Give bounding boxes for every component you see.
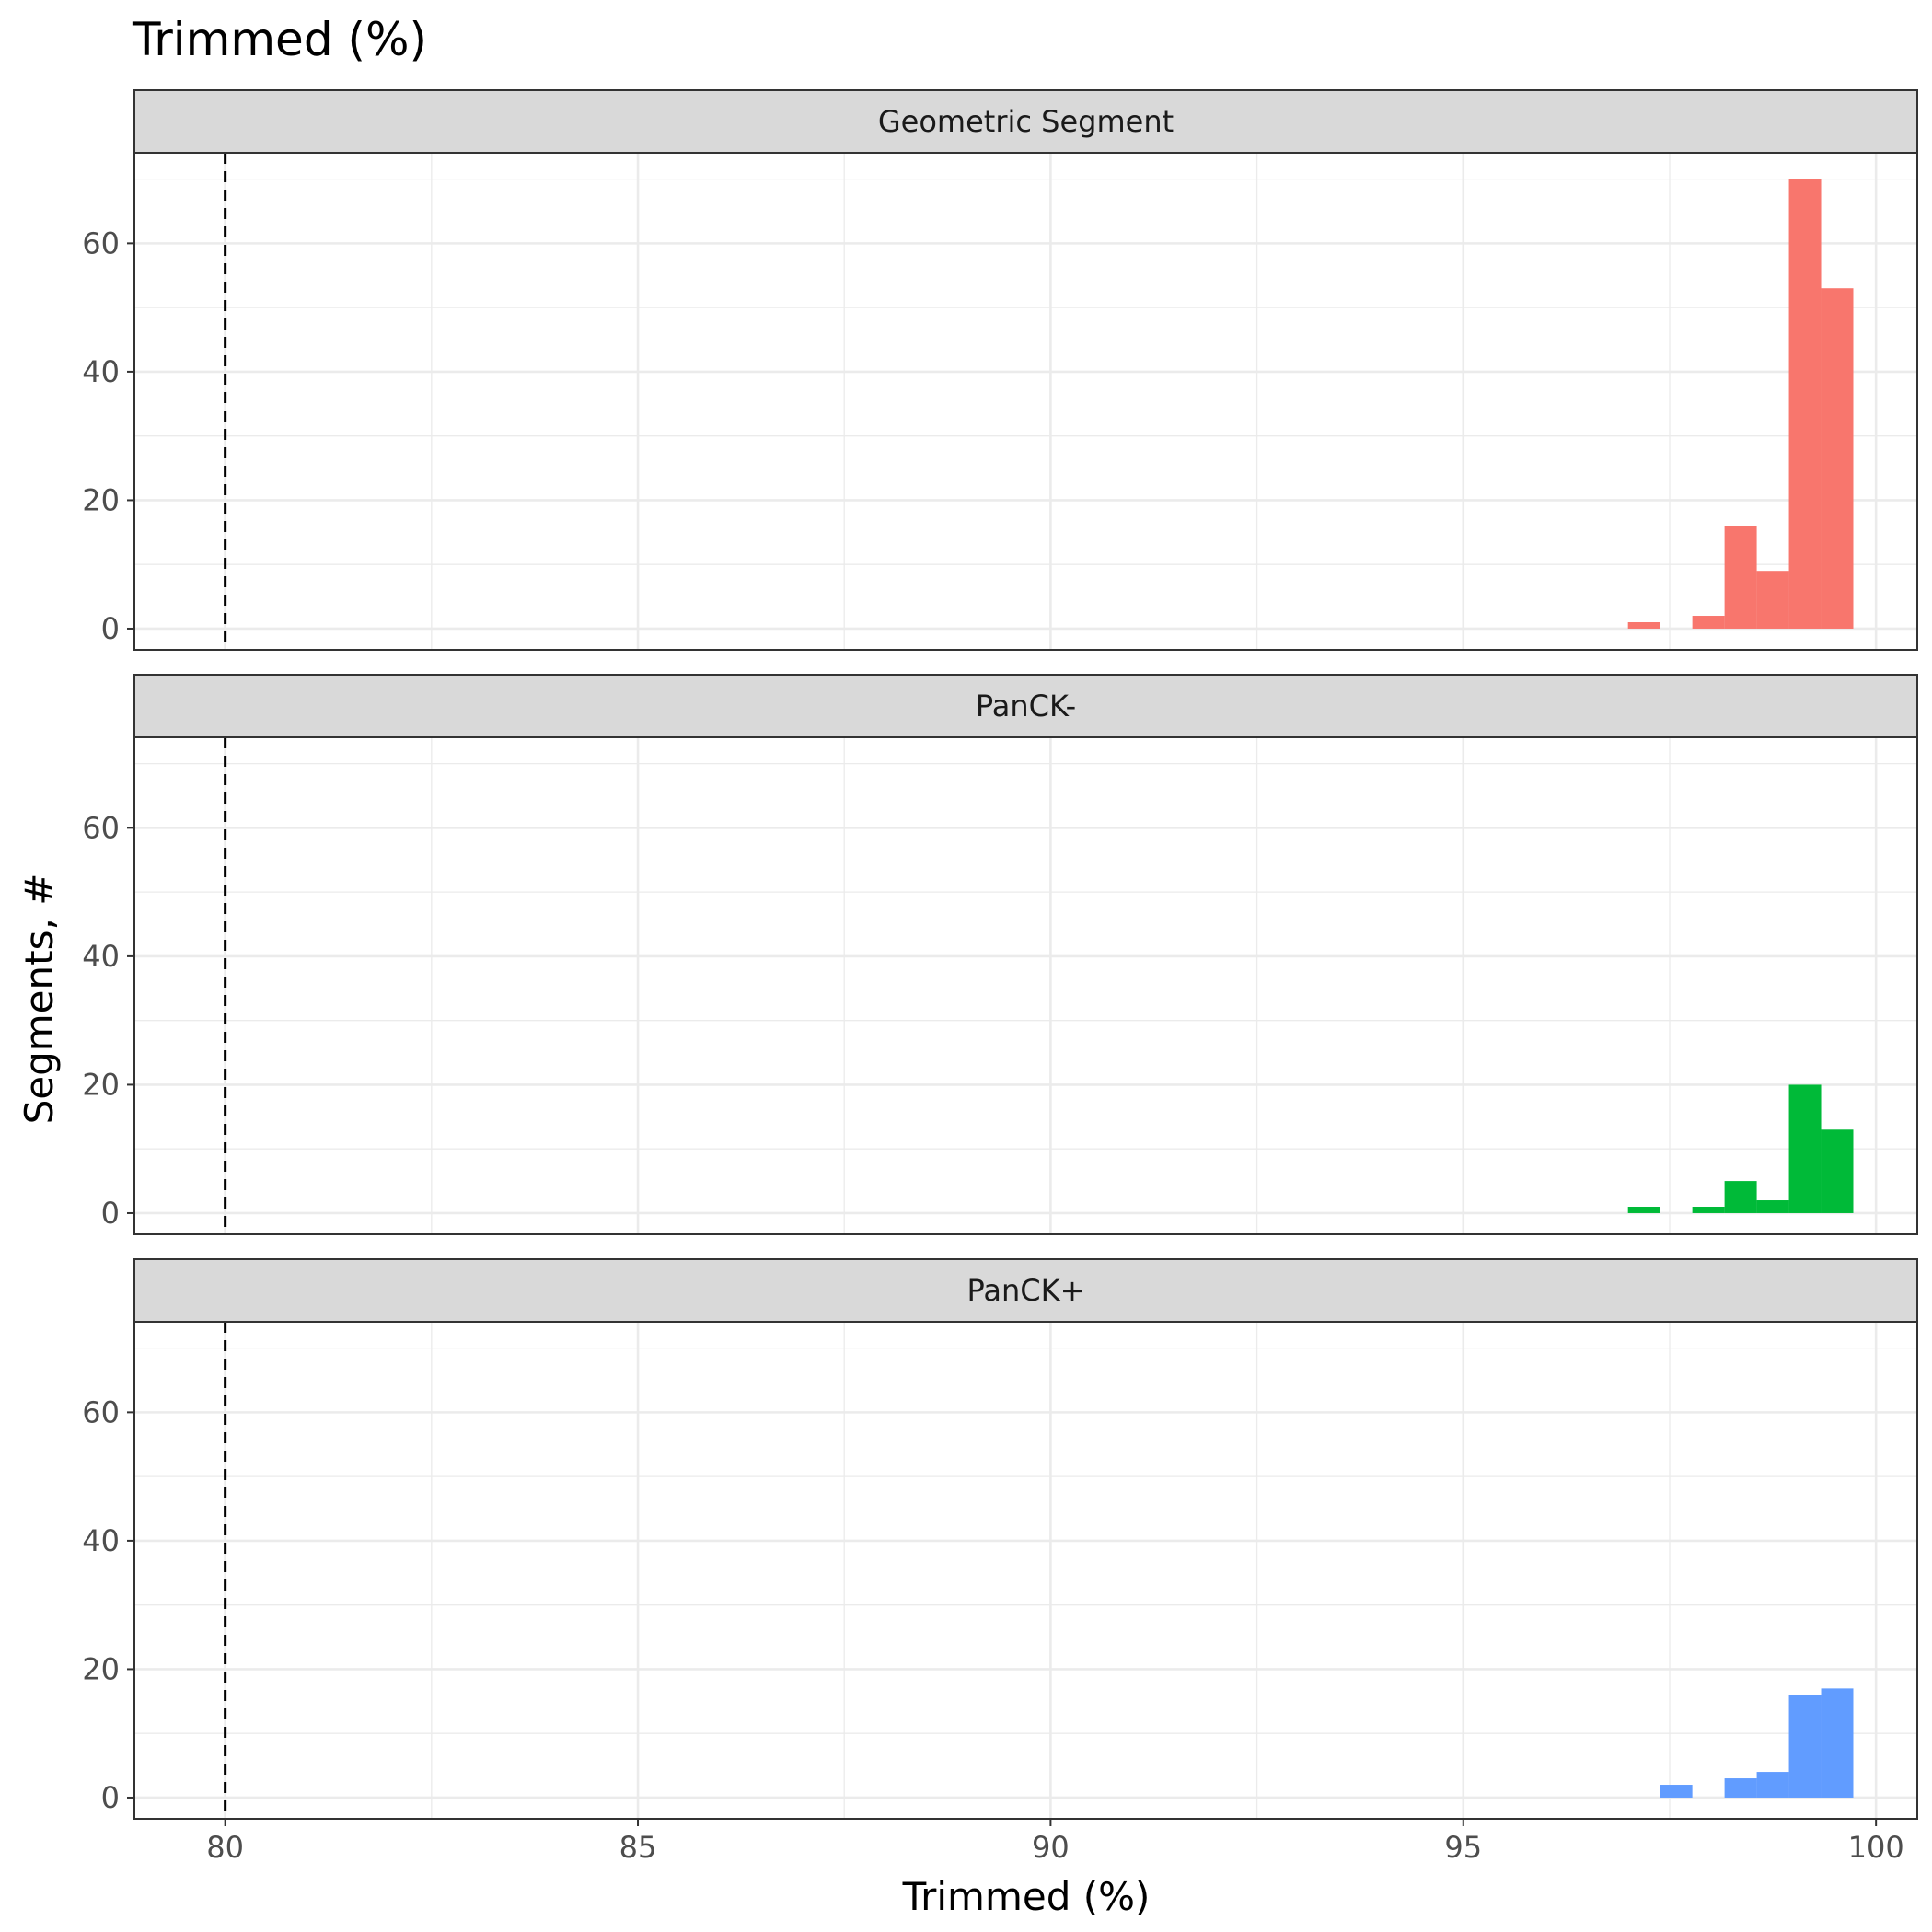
chart-title: Trimmed (%) bbox=[132, 13, 427, 66]
facet-panel: PanCK- 0 20 40 60 bbox=[82, 674, 1918, 1235]
facet-strip bbox=[133, 1258, 1918, 1323]
panel-background bbox=[134, 1322, 1917, 1819]
panel-border bbox=[133, 152, 1918, 651]
histogram-bar bbox=[1724, 1778, 1757, 1798]
facet-strip-label: PanCK- bbox=[976, 688, 1076, 723]
y-tick-label: 60 bbox=[82, 226, 120, 260]
x-axis-label: Trimmed (%) bbox=[902, 1874, 1151, 1919]
histogram-bar bbox=[1692, 616, 1725, 629]
facet-strip-label: Geometric Segment bbox=[878, 104, 1174, 139]
facet-panel: Geometric Segment 0 20 40 60 bbox=[82, 89, 1918, 651]
facet-strip bbox=[133, 89, 1918, 154]
y-tick-label: 60 bbox=[82, 1394, 120, 1429]
y-axis-label: Segments, # bbox=[17, 873, 62, 1125]
histogram-bar bbox=[1756, 1772, 1789, 1798]
y-tick-label: 0 bbox=[101, 1780, 120, 1815]
histogram-bar bbox=[1756, 571, 1789, 629]
y-tick-label: 0 bbox=[101, 611, 120, 646]
histogram-bar bbox=[1788, 1695, 1822, 1798]
y-tick-label: 20 bbox=[82, 1067, 120, 1102]
y-tick-label: 20 bbox=[82, 1651, 120, 1686]
facet-strip-label: PanCK+ bbox=[967, 1273, 1085, 1308]
histogram-bar bbox=[1627, 1207, 1660, 1213]
y-tick-label: 40 bbox=[82, 1523, 120, 1558]
y-tick-label: 20 bbox=[82, 482, 120, 517]
facet-strip bbox=[133, 674, 1918, 738]
y-tick-label: 60 bbox=[82, 810, 120, 845]
histogram-bar bbox=[1821, 1129, 1854, 1213]
histogram-bar bbox=[1692, 1207, 1725, 1213]
histogram-bar bbox=[1627, 622, 1660, 629]
panel-background bbox=[134, 737, 1917, 1234]
panel-border bbox=[133, 736, 1918, 1235]
histogram-bar bbox=[1821, 288, 1854, 629]
histogram-bar bbox=[1660, 1785, 1693, 1798]
histogram-bar bbox=[1788, 1084, 1822, 1213]
x-tick-label: 80 bbox=[206, 1830, 244, 1865]
x-tick-label: 85 bbox=[619, 1830, 657, 1865]
histogram-bar bbox=[1788, 179, 1822, 629]
facet-panel: PanCK+ 0 20 40 60 bbox=[82, 1258, 1918, 1820]
panel-background bbox=[134, 153, 1917, 650]
histogram-bar bbox=[1724, 526, 1757, 629]
x-tick-label: 100 bbox=[1848, 1830, 1904, 1865]
y-tick-label: 0 bbox=[101, 1196, 120, 1231]
histogram-bar bbox=[1821, 1688, 1854, 1798]
y-tick-label: 40 bbox=[82, 354, 120, 389]
x-tick-label: 90 bbox=[1032, 1830, 1070, 1865]
x-axis: 80 85 90 95 100 bbox=[206, 1819, 1904, 1865]
y-tick-label: 40 bbox=[82, 939, 120, 974]
panel-border bbox=[133, 1321, 1918, 1820]
facet-panels: Geometric Segment0204060PanCK-0204060Pan… bbox=[82, 89, 1918, 1820]
x-tick-label: 95 bbox=[1444, 1830, 1482, 1865]
histogram-bar bbox=[1724, 1181, 1757, 1213]
histogram-bar bbox=[1756, 1200, 1789, 1213]
